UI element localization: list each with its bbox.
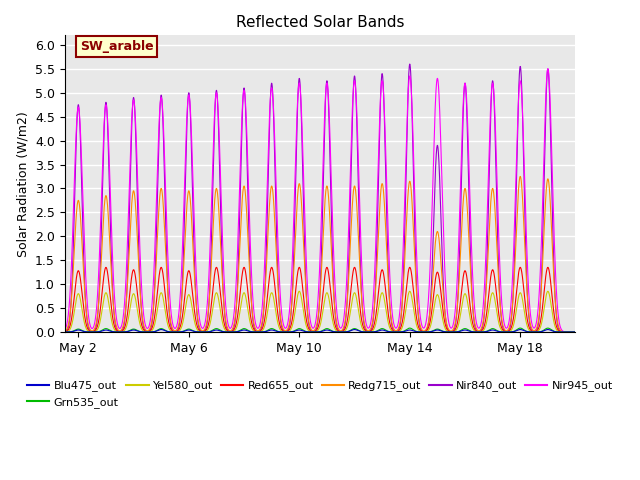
Yel580_out — [61, 329, 68, 335]
Nir945_out — [481, 281, 488, 287]
Line: Red655_out: Red655_out — [65, 267, 575, 332]
Red655_out — [481, 322, 488, 327]
Redg715_out — [516, 174, 524, 180]
Grn535_out — [572, 329, 579, 335]
Yel580_out — [393, 329, 401, 335]
Red655_out — [61, 329, 68, 335]
Blu475_out — [481, 329, 488, 335]
Blu475_out — [442, 329, 450, 335]
Text: SW_arable: SW_arable — [80, 40, 154, 53]
Line: Grn535_out: Grn535_out — [65, 328, 575, 332]
Nir945_out — [154, 169, 161, 175]
Nir840_out — [481, 307, 488, 312]
Red655_out — [442, 324, 450, 329]
Grn535_out — [393, 329, 401, 335]
Nir945_out — [256, 322, 264, 328]
Yel580_out — [481, 325, 488, 331]
Redg715_out — [154, 236, 161, 242]
Nir840_out — [61, 329, 68, 335]
Legend: Blu475_out, Grn535_out, Yel580_out, Red655_out, Redg715_out, Nir840_out, Nir945_: Blu475_out, Grn535_out, Yel580_out, Red6… — [22, 376, 618, 412]
Red655_out — [323, 264, 331, 270]
Yel580_out — [572, 329, 579, 335]
Nir945_out — [393, 324, 401, 330]
Blu475_out — [572, 329, 579, 335]
Yel580_out — [256, 329, 264, 335]
Nir945_out — [61, 327, 68, 333]
Redg715_out — [393, 328, 401, 334]
Grn535_out — [61, 329, 68, 335]
Grn535_out — [256, 329, 264, 335]
Blu475_out — [61, 329, 68, 335]
Nir840_out — [367, 327, 375, 333]
Nir945_out — [544, 66, 552, 72]
Redg715_out — [367, 325, 375, 331]
Nir840_out — [406, 61, 413, 67]
Nir840_out — [442, 318, 450, 324]
Y-axis label: Solar Radiation (W/m2): Solar Radiation (W/m2) — [16, 111, 29, 256]
Blu475_out — [544, 327, 552, 333]
Grn535_out — [481, 329, 488, 335]
Yel580_out — [442, 327, 450, 333]
Red655_out — [154, 290, 161, 296]
Redg715_out — [256, 326, 264, 332]
Title: Reflected Solar Bands: Reflected Solar Bands — [236, 15, 404, 30]
Line: Redg715_out: Redg715_out — [65, 177, 575, 332]
Nir945_out — [572, 329, 579, 335]
Yel580_out — [154, 307, 161, 313]
Redg715_out — [442, 316, 450, 322]
Red655_out — [256, 328, 264, 334]
Redg715_out — [61, 328, 68, 334]
Nir840_out — [572, 329, 579, 335]
Red655_out — [572, 329, 579, 335]
Line: Nir840_out: Nir840_out — [65, 64, 575, 332]
Redg715_out — [572, 329, 579, 335]
Yel580_out — [367, 329, 375, 335]
Nir945_out — [442, 287, 450, 293]
Line: Nir945_out: Nir945_out — [65, 69, 575, 332]
Blu475_out — [393, 329, 401, 335]
Blu475_out — [154, 328, 161, 334]
Red655_out — [393, 329, 401, 335]
Redg715_out — [481, 307, 488, 312]
Grn535_out — [367, 329, 375, 335]
Red655_out — [367, 328, 375, 334]
Nir840_out — [393, 329, 401, 335]
Nir840_out — [154, 196, 161, 202]
Nir945_out — [367, 319, 375, 324]
Blu475_out — [256, 329, 264, 335]
Grn535_out — [544, 325, 552, 331]
Blu475_out — [367, 329, 375, 335]
Nir840_out — [256, 328, 264, 334]
Line: Blu475_out: Blu475_out — [65, 330, 575, 332]
Grn535_out — [442, 329, 450, 335]
Grn535_out — [154, 327, 161, 333]
Yel580_out — [296, 288, 303, 294]
Line: Yel580_out: Yel580_out — [65, 291, 575, 332]
